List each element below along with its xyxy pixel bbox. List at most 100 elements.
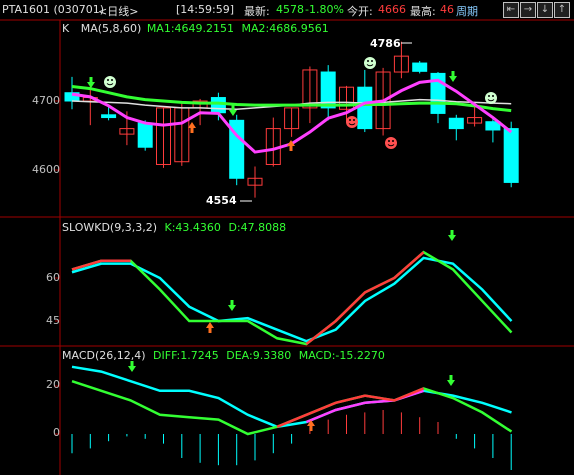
smiley-face — [346, 116, 358, 128]
smiley-mouth — [348, 123, 356, 126]
kd-ytick-60: 60 — [46, 271, 60, 284]
candle-up — [156, 107, 171, 165]
time-label: [14:59:59] — [176, 3, 234, 16]
candle-down — [137, 122, 153, 148]
signal-down-arrow — [447, 375, 455, 386]
ma1-value: MA1:4649.2151 — [146, 22, 235, 35]
candle-down — [412, 62, 428, 72]
candle-up — [119, 128, 135, 135]
signal-up-arrow — [307, 420, 315, 431]
signal-down-arrow — [228, 300, 236, 311]
smiley-eye — [371, 60, 373, 62]
price-ytick-4600: 4600 — [32, 163, 60, 176]
low-annotation: 4554 — [206, 194, 237, 207]
smiley-eye — [367, 60, 369, 62]
candle-down — [210, 97, 226, 114]
kd-k-line — [71, 250, 513, 346]
latest-label: 最新: — [244, 5, 270, 18]
smiley-face — [385, 137, 397, 149]
kd-d-line — [71, 256, 513, 343]
price-panel-legend: K MA(5,8,60) MA1:4649.2151 MA2:4686.9561 — [62, 22, 329, 35]
smiley-eye — [111, 79, 113, 81]
macd-hist-value: MACD:-15.2270 — [298, 349, 385, 362]
smiley-eye — [349, 119, 351, 121]
candle-down — [448, 117, 464, 130]
candle-down — [485, 121, 501, 131]
smiley-icon — [104, 76, 116, 88]
smiley-eye — [492, 95, 494, 97]
smiley-icon — [485, 92, 497, 104]
candle-up — [284, 107, 300, 130]
candle-down — [357, 86, 373, 130]
candle-up — [467, 117, 483, 124]
signal-up-arrow — [287, 140, 295, 151]
title-bar: PTA1601 (030701) <日线> [14:59:59] 最新: 457… — [0, 0, 574, 20]
open-label: 今开: — [347, 5, 373, 18]
smiley-icon — [364, 57, 376, 69]
nav-up-button[interactable]: ↑ — [554, 2, 570, 18]
smiley-face — [485, 92, 497, 104]
smiley-mouth — [366, 64, 374, 67]
macd-dea-value: DEA:9.3380 — [226, 349, 292, 362]
macd-label: MACD(26,12,4) — [62, 349, 146, 362]
kd-d-value: D:47.8088 — [228, 221, 287, 234]
signal-down-arrow — [449, 71, 457, 82]
ma-label: MA(5,8,60) — [80, 22, 142, 35]
high-annotation: 4786 — [370, 37, 401, 50]
smiley-eye — [488, 95, 490, 97]
macd-diff-rising-segment — [276, 387, 425, 428]
price-panel — [64, 41, 519, 202]
macd-panel-legend: MACD(26,12,4) DIFF:1.7245 DEA:9.3380 MAC… — [62, 349, 385, 362]
kd-label: SLOWKD(9,3,3,2) — [62, 221, 158, 234]
macd-diff-line — [71, 380, 513, 436]
smiley-eye — [392, 140, 394, 142]
high-value: 46 — [440, 3, 454, 16]
smiley-icon — [385, 137, 397, 149]
candle-down — [229, 119, 245, 179]
signal-up-arrow — [206, 322, 214, 333]
smiley-icon — [346, 116, 358, 128]
kd-panel-legend: SLOWKD(9,3,3,2) K:43.4360 D:47.8088 — [62, 221, 286, 234]
symbol-label: PTA1601 (030701) — [2, 3, 105, 16]
candle-up — [247, 177, 263, 186]
ma2-value: MA2:4686.9561 — [241, 22, 329, 35]
candle-down — [503, 128, 519, 183]
kd-rising-segment — [71, 259, 131, 271]
macd-ytick-0: 0 — [53, 426, 60, 439]
candle-up — [339, 86, 354, 110]
period-tag: <日线> — [98, 5, 139, 18]
candle-up — [302, 69, 318, 109]
smiley-eye — [107, 79, 109, 81]
candle-up — [393, 55, 409, 73]
smiley-eye — [388, 140, 390, 142]
high-label: 最高: — [410, 5, 436, 18]
candle-down — [320, 71, 336, 109]
smiley-face — [364, 57, 376, 69]
nav-down-button[interactable]: ↓ — [537, 2, 553, 18]
nav-first-button[interactable]: ⇤ — [503, 2, 519, 18]
open-value: 4666 — [378, 3, 406, 16]
latest-value: 4578 — [276, 3, 304, 16]
smiley-face — [104, 76, 116, 88]
kd-ytick-45: 45 — [46, 314, 60, 327]
signal-down-arrow — [87, 77, 95, 88]
price-ytick-4700: 4700 — [32, 94, 60, 107]
nav-next-button[interactable]: → — [520, 2, 536, 18]
macd-panel — [71, 361, 513, 470]
change-value: -1.80% — [305, 3, 344, 16]
chart-grid — [0, 19, 574, 475]
smiley-mouth — [387, 144, 395, 147]
candle-down — [101, 114, 117, 119]
smiley-eye — [353, 119, 355, 121]
kd-panel — [71, 230, 513, 346]
signal-down-arrow — [128, 361, 136, 372]
smiley-mouth — [487, 99, 495, 102]
macd-diff-value: DIFF:1.7245 — [153, 349, 219, 362]
period-button[interactable]: 周期 — [456, 5, 478, 18]
ma-green-line — [71, 85, 512, 113]
smiley-mouth — [106, 83, 114, 86]
kd-rising-segment — [305, 251, 425, 345]
kd-k-value: K:43.4360 — [164, 221, 221, 234]
signal-down-arrow — [229, 105, 237, 116]
